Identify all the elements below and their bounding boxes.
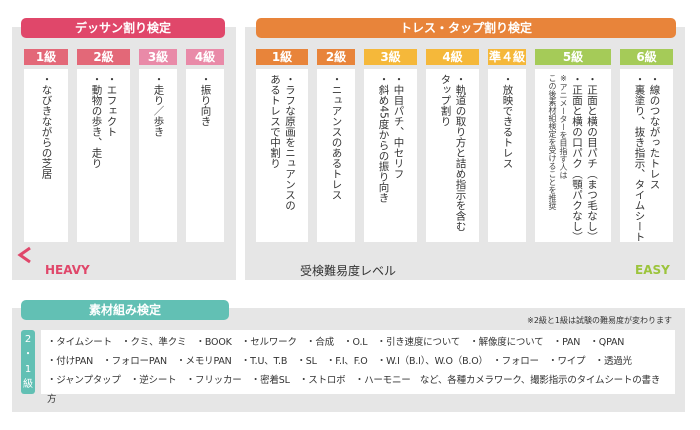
list-item: ・なびきながらの芝居 <box>40 74 53 179</box>
dessin-level-tab: 1級 <box>24 49 68 65</box>
item-list: ・なびきながらの芝居 <box>39 74 54 242</box>
dessin-level-content: ・走り／歩き <box>139 69 177 242</box>
item-list: ・ラフな原画をニュアンスの あるトレスで中割り <box>267 74 297 242</box>
trace-level-tab: 1級 <box>256 49 308 65</box>
item-list: ・ニュアンスのあるトレス <box>329 74 344 242</box>
dessin-level-content: ・振り向き <box>186 69 224 242</box>
sozai-title: 素材組み検定 <box>21 300 229 320</box>
list-item: ・ニュアンスのあるトレス <box>330 74 343 200</box>
difficulty-arrow <box>17 246 676 264</box>
list-item: タップ割り <box>439 74 452 127</box>
level-note: ※アニメーターを目指す人は <box>559 74 568 179</box>
trace-level-content: ・正面と横の目パチ（まつ毛なし） ・正面と横の口パク（顎パクなし） ※アニメーターを… <box>535 69 611 242</box>
sozai-line: ・タイムシート ・クミ、準クミ ・BOOK ・セルワーク ・合成 ・O.L ・引… <box>47 337 625 348</box>
list-item: ・正面と横の目パチ（まつ毛なし） <box>586 74 598 242</box>
heavy-label: HEAVY <box>45 263 90 277</box>
list-item: ・ラフな原画をニュアンスの <box>284 74 296 211</box>
list-item: ・裏塗り、抜き指示、タイムシート <box>633 74 646 242</box>
sozai-note: ※2級と1級は試験の難易度が変わります <box>527 316 672 325</box>
item-list: ・軌道の取り方と詰め指示を含む タップ割り <box>438 74 468 242</box>
dessin-level-tab: 4級 <box>186 49 224 65</box>
item-list: ・振り向き <box>198 74 213 242</box>
dessin-title: デッサン割り検定 <box>21 18 225 38</box>
level-char: 2 <box>24 334 32 345</box>
level-char: ・ <box>23 349 33 360</box>
item-list: ・走り／歩き <box>151 74 166 242</box>
list-item: あるトレスで中割り <box>269 74 281 169</box>
level-char: 級 <box>23 379 33 390</box>
difficulty-label: 受検難易度レベル <box>300 264 397 278</box>
trace-level-tab: 準４級 <box>488 49 526 65</box>
trace-level-tab: 5級 <box>535 49 611 65</box>
list-item: ・斜め45度からの振り向き <box>377 74 390 203</box>
item-list: ・放映できるトレス <box>500 74 515 242</box>
sozai-level-badge: 2 ・ 1 級 <box>21 330 35 394</box>
dessin-level-tab: 3級 <box>139 49 177 65</box>
trace-level-content: ・ラフな原画をニュアンスの あるトレスで中割り <box>256 69 308 242</box>
level-char: 1 <box>24 364 32 375</box>
item-list: ・正面と横の目パチ（まつ毛なし） ・正面と横の口パク（顎パクなし） ※アニメーターを… <box>547 74 599 242</box>
trace-title: トレス・タップ割り検定 <box>256 18 676 38</box>
sozai-line: ・ジャンプタップ ・逆シート ・フリッカー ・密着SL ・ストロボ ・ハーモニー… <box>47 375 661 405</box>
sozai-line: ・付けPAN ・フォローPAN ・メモリPAN ・T.U、T.B ・SL ・F.… <box>47 356 632 367</box>
item-list: ・エフェクト ・動物の歩き、走り <box>89 74 119 242</box>
easy-label: EASY <box>635 263 670 277</box>
trace-level-tab: 4級 <box>426 49 479 65</box>
trace-level-tab: 3級 <box>364 49 417 65</box>
list-item: ・軌道の取り方と詰め指示を含む <box>454 74 467 232</box>
trace-level-content: ・線のつながったトレス ・裏塗り、抜き指示、タイムシート <box>620 69 673 242</box>
trace-level-content: ・軌道の取り方と詰め指示を含む タップ割り <box>426 69 479 242</box>
item-list: ・線のつながったトレス ・裏塗り、抜き指示、タイムシート <box>632 74 662 242</box>
item-list: ・中目パチ、中セリフ ・斜め45度からの振り向き <box>376 74 406 242</box>
sozai-content: ・タイムシート ・クミ、準クミ ・BOOK ・セルワーク ・合成 ・O.L ・引… <box>41 330 675 405</box>
list-item: ・線のつながったトレス <box>648 74 661 190</box>
list-item: ・エフェクト <box>105 74 118 137</box>
list-item: ・放映できるトレス <box>501 74 514 169</box>
list-item: ・動物の歩き、走り <box>90 74 103 169</box>
list-item: ・中目パチ、中セリフ <box>392 74 405 179</box>
trace-level-content: ・放映できるトレス <box>488 69 526 242</box>
dessin-level-content: ・エフェクト ・動物の歩き、走り <box>77 69 130 242</box>
list-item: ・正面と横の口パク（顎パクなし） <box>571 74 583 242</box>
trace-level-content: ・中目パチ、中セリフ ・斜め45度からの振り向き <box>364 69 417 242</box>
list-item: ・走り／歩き <box>152 74 165 137</box>
trace-level-tab: 6級 <box>620 49 673 65</box>
list-item: ・振り向き <box>199 74 212 127</box>
dessin-level-content: ・なびきながらの芝居 <box>24 69 68 242</box>
trace-level-content: ・ニュアンスのあるトレス <box>317 69 355 242</box>
level-note: この後素材組検定を受けることを推奨 <box>548 74 557 210</box>
trace-level-tab: 2級 <box>317 49 355 65</box>
dessin-level-tab: 2級 <box>77 49 130 65</box>
